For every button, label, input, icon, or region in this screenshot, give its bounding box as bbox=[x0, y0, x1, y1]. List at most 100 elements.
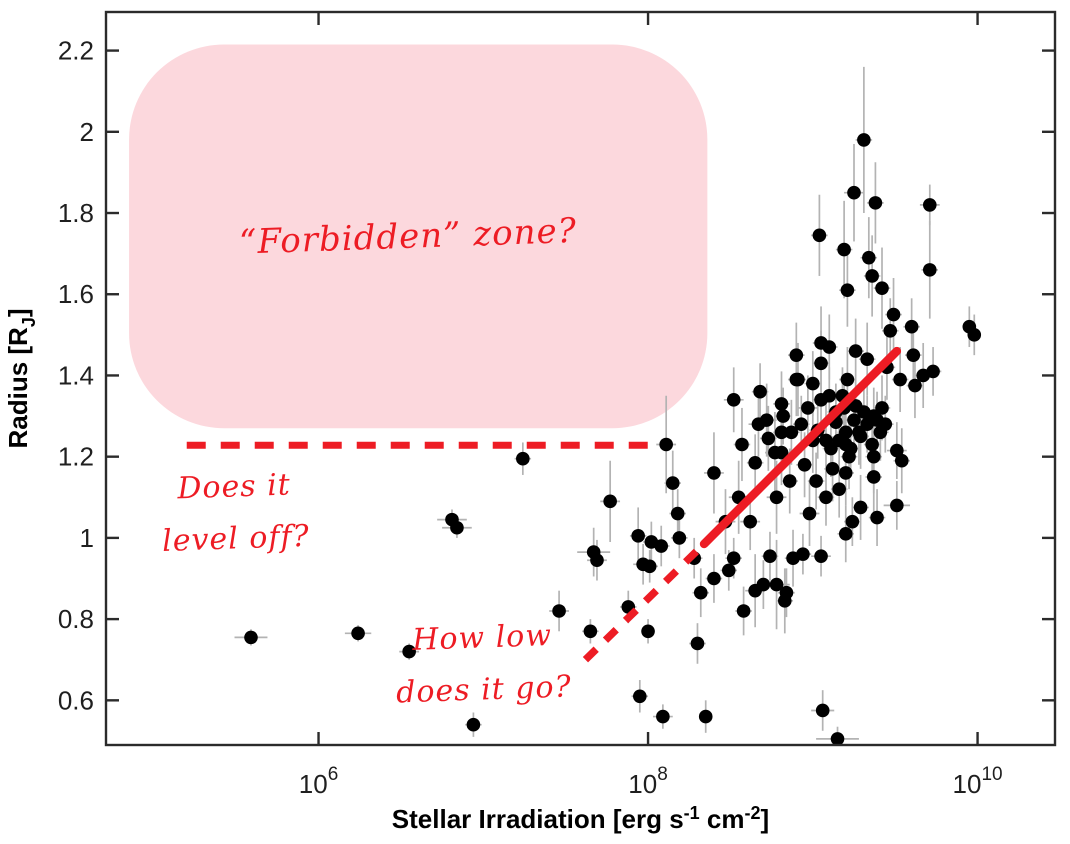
data-point bbox=[774, 445, 789, 460]
y-tick-label: 1.8 bbox=[58, 198, 94, 228]
data-point bbox=[466, 717, 481, 732]
data-point bbox=[802, 506, 817, 521]
data-point bbox=[665, 476, 680, 490]
data-point bbox=[868, 196, 883, 210]
data-point bbox=[878, 417, 893, 431]
data-point bbox=[603, 494, 617, 509]
y-tick-label: 2 bbox=[80, 117, 94, 147]
data-point bbox=[631, 529, 645, 543]
data-point bbox=[838, 527, 853, 541]
data-point bbox=[815, 703, 830, 718]
data-point bbox=[886, 307, 901, 322]
data-point bbox=[875, 281, 889, 295]
data-point bbox=[583, 624, 598, 639]
data-point bbox=[670, 506, 685, 521]
data-point bbox=[590, 553, 604, 568]
data-point bbox=[450, 520, 464, 535]
y-tick-label: 1.6 bbox=[58, 279, 94, 309]
data-point bbox=[774, 397, 789, 411]
x-tick-label: 106 bbox=[299, 764, 339, 799]
y-tick-label: 0.8 bbox=[58, 604, 94, 634]
data-point bbox=[866, 449, 881, 464]
y-axis-title: Radius [RJ] bbox=[3, 308, 39, 448]
data-point bbox=[552, 604, 566, 618]
data-point bbox=[906, 348, 921, 362]
data-point bbox=[794, 417, 809, 431]
data-point bbox=[769, 490, 784, 505]
data-point bbox=[819, 490, 833, 505]
data-point bbox=[870, 510, 884, 525]
data-point bbox=[672, 531, 687, 545]
data-point bbox=[707, 571, 721, 586]
data-point bbox=[806, 376, 820, 391]
data-point bbox=[698, 709, 713, 724]
data-point bbox=[853, 500, 868, 515]
y-tick-label: 1 bbox=[80, 523, 94, 553]
data-point bbox=[848, 399, 863, 413]
data-point bbox=[866, 470, 881, 484]
data-point bbox=[865, 269, 879, 283]
data-point bbox=[894, 453, 909, 468]
data-point bbox=[840, 372, 855, 387]
data-point bbox=[875, 401, 889, 415]
data-point bbox=[847, 185, 861, 200]
data-point bbox=[759, 413, 774, 427]
data-point bbox=[693, 585, 708, 600]
data-point bbox=[707, 466, 721, 480]
trend-line-solid bbox=[699, 346, 902, 549]
data-point bbox=[726, 551, 741, 565]
data-point bbox=[908, 378, 922, 393]
data-point bbox=[847, 413, 861, 427]
x-tick-label: 1010 bbox=[953, 764, 1003, 799]
data-point bbox=[822, 388, 837, 403]
y-tick-label: 1.4 bbox=[58, 360, 94, 390]
data-point bbox=[516, 451, 530, 466]
data-point bbox=[890, 498, 904, 513]
y-tick-label: 1.2 bbox=[58, 442, 94, 472]
data-point bbox=[832, 482, 846, 496]
data-point bbox=[774, 425, 789, 440]
data-point bbox=[654, 539, 669, 553]
data-point bbox=[967, 328, 982, 342]
data-point bbox=[890, 443, 904, 458]
data-point bbox=[857, 133, 871, 147]
data-point bbox=[796, 547, 810, 561]
x-tick-label: 108 bbox=[628, 764, 668, 799]
data-point bbox=[814, 356, 828, 371]
data-point bbox=[776, 409, 790, 423]
data-point bbox=[883, 323, 898, 338]
data-point bbox=[842, 449, 856, 464]
data-point bbox=[809, 474, 823, 488]
data-point bbox=[801, 401, 815, 415]
data-point bbox=[837, 242, 851, 257]
data-point bbox=[761, 431, 776, 446]
data-point bbox=[860, 352, 874, 367]
y-tick-label: 2.2 bbox=[58, 36, 94, 66]
data-point bbox=[893, 372, 907, 387]
data-point bbox=[838, 466, 853, 480]
data-point bbox=[822, 340, 837, 354]
y-tick-label: 0.6 bbox=[58, 685, 94, 715]
data-point bbox=[769, 577, 784, 592]
data-point bbox=[244, 630, 258, 645]
data-point bbox=[782, 474, 797, 488]
data-point bbox=[825, 462, 840, 476]
data-point bbox=[351, 626, 365, 641]
data-point bbox=[642, 559, 657, 574]
data-point bbox=[690, 636, 705, 651]
data-point bbox=[641, 624, 655, 639]
data-point bbox=[726, 393, 741, 407]
axes: 106 108 1010 0.6 0.8 1 1.2 1.4 1.6 1.8 2 2.2 Stellar… bbox=[3, 10, 1057, 834]
data-point bbox=[830, 732, 845, 744]
data-point bbox=[852, 425, 866, 440]
data-point bbox=[840, 283, 855, 297]
data-point bbox=[735, 437, 749, 452]
data-point bbox=[922, 263, 937, 277]
data-point bbox=[784, 425, 799, 440]
x-axis-title: Stellar Irradiation [erg s-1 cm-2] bbox=[392, 803, 769, 834]
data-point bbox=[922, 198, 937, 212]
data-point bbox=[756, 577, 771, 592]
data-point bbox=[633, 689, 647, 704]
data-point bbox=[777, 594, 792, 608]
